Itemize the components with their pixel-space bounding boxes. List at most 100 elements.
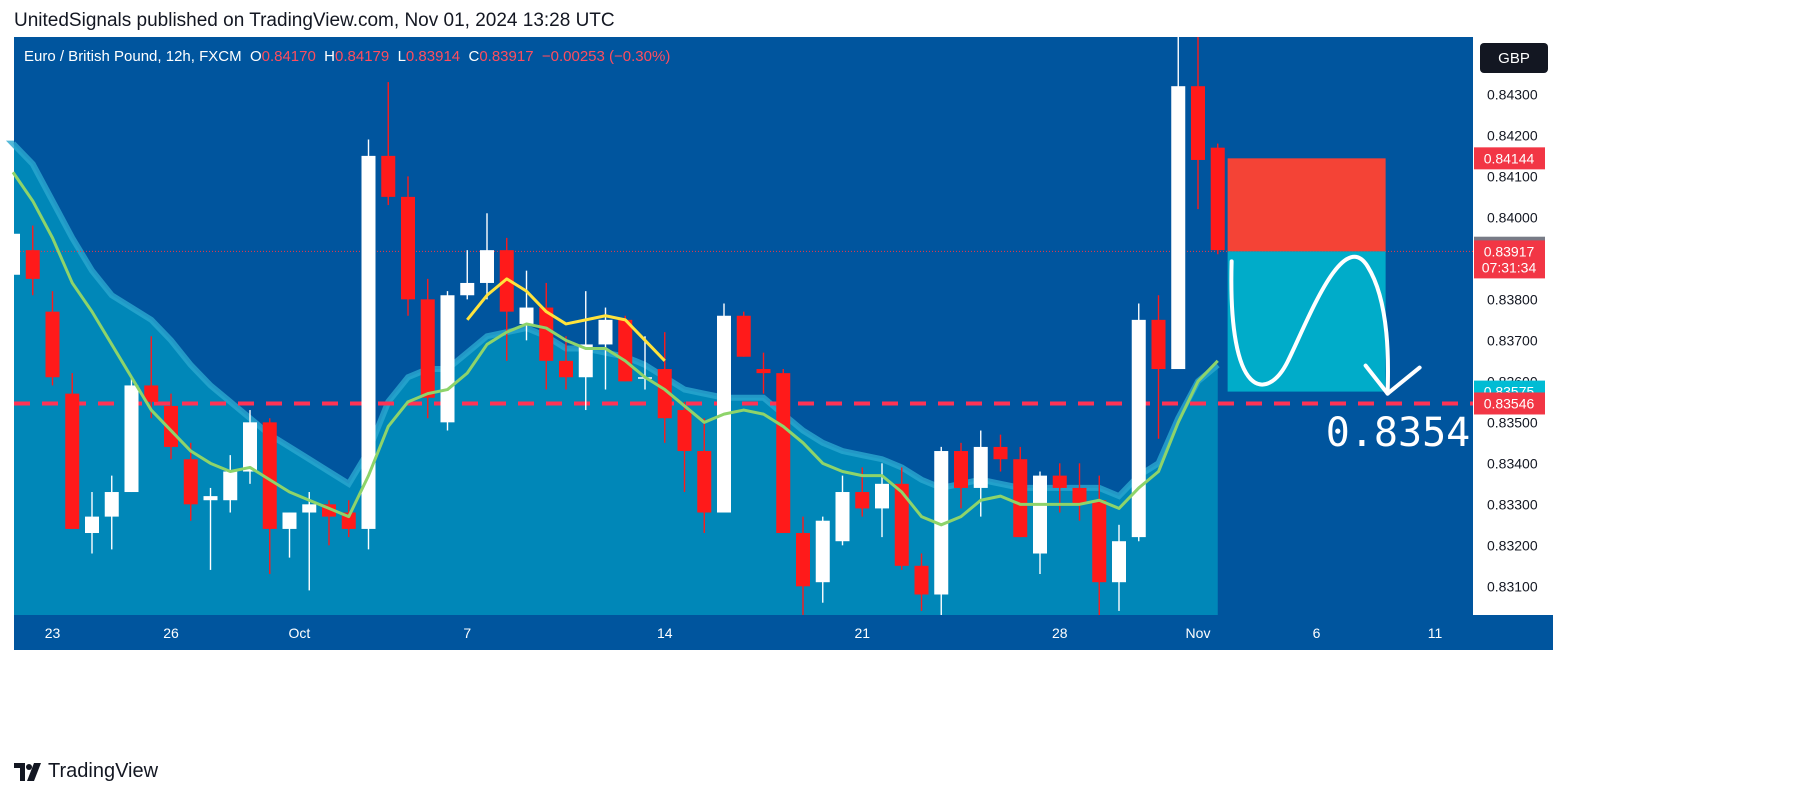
candle[interactable]: [1131, 303, 1146, 542]
candles[interactable]: [6, 4, 1225, 615]
time-tick-label: 28: [1052, 625, 1068, 641]
high-value: 0.84179: [335, 48, 398, 65]
candle[interactable]: [519, 270, 534, 341]
candle[interactable]: [104, 475, 119, 550]
candle-body: [855, 492, 870, 509]
candle-body: [25, 250, 40, 279]
candle[interactable]: [756, 352, 771, 394]
candle[interactable]: [1191, 37, 1205, 210]
price-tick-label: 0.83200: [1487, 537, 1538, 553]
candle[interactable]: [815, 516, 830, 603]
short-position-tool[interactable]: 0.8354: [1227, 158, 1471, 456]
price-label-text: 0.84144: [1484, 150, 1535, 166]
footer-brand[interactable]: TradingView: [14, 760, 158, 783]
cloud-area-fill: [13, 143, 1218, 616]
price-tick-label: 0.83300: [1487, 496, 1538, 512]
candle[interactable]: [618, 315, 633, 382]
candle[interactable]: [677, 401, 692, 493]
candle-body: [1131, 319, 1146, 538]
price-tick-label: 0.83500: [1487, 414, 1538, 430]
candle[interactable]: [954, 442, 968, 509]
candle-body: [1092, 500, 1107, 583]
candle[interactable]: [420, 278, 435, 419]
candle[interactable]: [539, 282, 554, 390]
candle[interactable]: [183, 442, 198, 521]
candle[interactable]: [1210, 143, 1225, 255]
candle[interactable]: [796, 516, 810, 615]
candle[interactable]: [1033, 471, 1047, 575]
candle[interactable]: [6, 221, 20, 333]
candle[interactable]: [144, 336, 159, 419]
candle[interactable]: [480, 213, 494, 300]
candle[interactable]: [499, 237, 514, 361]
symbol-title: Euro / British Pound, 12h, FXCM: [24, 48, 250, 65]
candle-body: [894, 483, 909, 566]
candle[interactable]: [440, 291, 455, 431]
candle[interactable]: [460, 250, 475, 300]
candle-body: [736, 315, 751, 357]
candle-body: [144, 385, 159, 402]
ohlc-header: Euro / British Pound, 12h, FXCM O0.84170…: [24, 48, 670, 65]
candle[interactable]: [45, 291, 60, 386]
time-axis: [14, 615, 1553, 650]
candle-body: [519, 307, 534, 324]
candle[interactable]: [203, 487, 218, 570]
price-tick-label: 0.83400: [1487, 455, 1538, 471]
candle[interactable]: [1013, 446, 1028, 538]
candle[interactable]: [223, 455, 238, 513]
candle-body: [657, 369, 672, 419]
candle-body: [1072, 487, 1087, 505]
candle[interactable]: [973, 430, 988, 517]
close-label: C: [468, 48, 479, 65]
candle[interactable]: [401, 176, 415, 316]
candle[interactable]: [1112, 524, 1126, 611]
stop-loss-zone[interactable]: [1227, 158, 1386, 252]
candle[interactable]: [835, 475, 850, 546]
price-label-bg: [1474, 392, 1545, 415]
candle-body: [262, 422, 277, 529]
candle[interactable]: [717, 303, 731, 513]
candle[interactable]: [736, 311, 751, 357]
candle[interactable]: [1072, 463, 1087, 521]
projection-curve: [1229, 254, 1391, 396]
low-label: L: [398, 48, 406, 65]
candle-body: [697, 451, 712, 513]
candle[interactable]: [124, 377, 139, 493]
candle[interactable]: [894, 467, 909, 570]
candle[interactable]: [243, 410, 257, 484]
candle-body: [6, 233, 20, 275]
candle[interactable]: [262, 418, 277, 575]
candle-body: [875, 483, 889, 509]
candle-body: [460, 282, 475, 296]
ma-green-line: [11, 171, 1219, 527]
candle[interactable]: [361, 139, 376, 550]
candle[interactable]: [65, 373, 80, 529]
candle-body: [381, 155, 396, 197]
candle[interactable]: [914, 553, 929, 611]
candle[interactable]: [164, 393, 178, 460]
candle-body: [45, 311, 60, 378]
candle[interactable]: [776, 369, 791, 534]
candle[interactable]: [302, 492, 317, 591]
time-tick-label: 21: [854, 625, 870, 641]
candle-body: [480, 250, 494, 283]
candle[interactable]: [578, 291, 593, 411]
candle-body: [756, 369, 771, 374]
candle[interactable]: [85, 492, 99, 554]
candle-body: [973, 446, 988, 488]
candle[interactable]: [934, 446, 949, 615]
candle[interactable]: [282, 512, 297, 558]
currency-badge[interactable]: GBP: [1480, 43, 1548, 73]
candle[interactable]: [1151, 295, 1166, 439]
candle[interactable]: [1171, 4, 1186, 370]
candle[interactable]: [25, 225, 40, 296]
candle[interactable]: [657, 332, 672, 443]
candle[interactable]: [697, 418, 712, 534]
candle[interactable]: [559, 336, 573, 390]
currency-badge-label: GBP: [1498, 50, 1530, 67]
candle[interactable]: [993, 434, 1008, 472]
countdown-label: 07:31:34: [1482, 259, 1537, 275]
time-tick-label: 14: [657, 625, 673, 641]
candle[interactable]: [381, 82, 396, 206]
